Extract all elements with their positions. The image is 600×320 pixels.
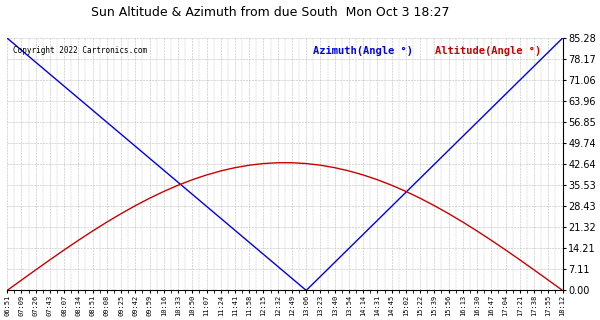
Text: Azimuth(Angle °): Azimuth(Angle °): [313, 46, 413, 56]
Text: Sun Altitude & Azimuth from due South  Mon Oct 3 18:27: Sun Altitude & Azimuth from due South Mo…: [91, 6, 449, 20]
Text: Copyright 2022 Cartronics.com: Copyright 2022 Cartronics.com: [13, 46, 147, 55]
Text: Altitude(Angle °): Altitude(Angle °): [435, 46, 541, 56]
